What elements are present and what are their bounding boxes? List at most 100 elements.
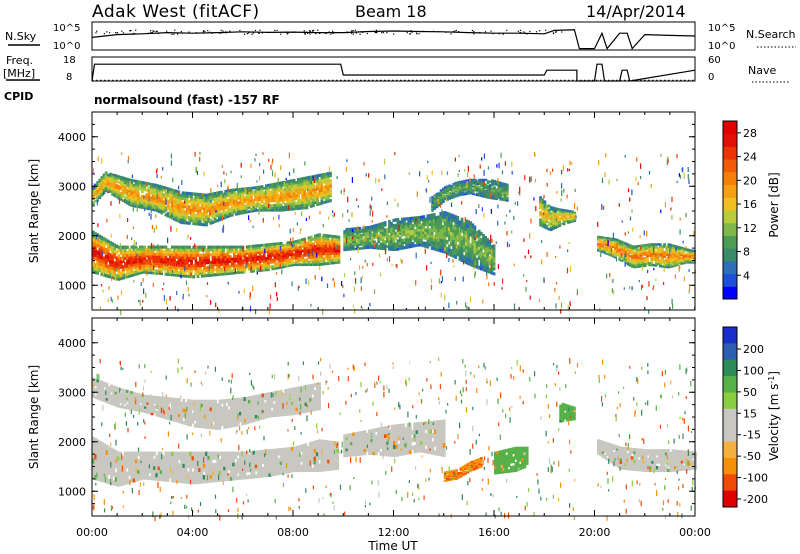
power-cell <box>497 190 501 193</box>
power-cell <box>379 222 383 226</box>
power-cell <box>265 184 268 188</box>
power-cell <box>228 255 232 259</box>
power-speckle <box>263 169 265 174</box>
power-cell <box>445 222 449 227</box>
power-cell <box>207 273 211 277</box>
power-cell <box>139 271 142 275</box>
power-cell <box>499 183 503 186</box>
power-cell <box>94 249 97 254</box>
power-cell <box>320 259 324 264</box>
power-cell <box>562 218 566 221</box>
power-speckle <box>612 290 615 295</box>
power-cell <box>426 228 430 232</box>
power-cell <box>164 245 168 249</box>
power-cell <box>294 254 298 258</box>
power-cell <box>428 231 432 235</box>
power-cell <box>456 194 460 197</box>
power-speckle <box>543 195 545 198</box>
power-speckle <box>469 177 471 182</box>
power-cell <box>224 215 228 219</box>
power-speckle <box>483 170 485 176</box>
power-cell <box>147 186 151 190</box>
power-cell <box>239 266 243 270</box>
power-cell <box>492 254 496 258</box>
power-cell <box>467 231 470 236</box>
power-cell <box>183 196 187 201</box>
power-cell <box>322 188 326 192</box>
power-cell <box>324 257 328 261</box>
power-cell <box>141 247 144 251</box>
power-cell <box>256 262 260 266</box>
power-cell <box>450 189 454 192</box>
power-cell <box>661 259 664 262</box>
power-cell <box>609 251 613 254</box>
power-cell <box>92 202 95 206</box>
power-cell <box>104 189 108 192</box>
power-cell <box>269 185 273 189</box>
power-cell <box>271 247 275 251</box>
power-cell <box>279 181 283 185</box>
power-cell <box>279 193 283 197</box>
power-cell <box>469 232 473 237</box>
power-cell <box>324 177 328 181</box>
power-cell <box>303 251 307 255</box>
power-cell <box>250 195 253 198</box>
power-cell <box>428 237 432 241</box>
power-cell <box>549 218 553 221</box>
power-speckle <box>273 216 275 221</box>
power-cell <box>230 206 234 210</box>
power-cell <box>394 226 398 230</box>
power-cell <box>171 258 174 262</box>
power-cell <box>111 254 114 258</box>
power-cell <box>541 215 545 218</box>
power-cell <box>415 221 419 225</box>
power-cell <box>250 260 253 264</box>
power-cell <box>241 211 245 215</box>
power-cell <box>462 229 466 234</box>
power-cell <box>316 236 319 240</box>
power-cell <box>128 266 132 270</box>
power-cell <box>194 195 198 199</box>
power-cell <box>614 243 617 246</box>
power-cell <box>294 240 298 243</box>
power-cell <box>245 202 249 205</box>
power-cell <box>499 192 503 195</box>
power-cell <box>269 261 273 264</box>
power-cell <box>141 183 144 187</box>
power-cell <box>428 214 432 218</box>
power-cell <box>331 251 334 255</box>
power-cell <box>471 234 475 239</box>
power-cell <box>652 252 656 256</box>
power-cell <box>128 256 132 260</box>
nsky-point <box>181 32 184 34</box>
power-cell <box>667 243 671 246</box>
power-cell <box>435 194 439 196</box>
power-cell <box>460 239 464 244</box>
nsky-point <box>188 31 190 33</box>
power-cell <box>177 206 181 210</box>
power-speckle <box>174 306 176 311</box>
nsky-point <box>209 31 211 33</box>
power-cell <box>237 254 240 258</box>
power-cell <box>132 186 136 190</box>
power-cell <box>307 246 311 250</box>
power-cell <box>309 260 313 264</box>
power-cell <box>618 239 622 243</box>
power-cell <box>371 242 374 246</box>
power-cell <box>326 194 330 198</box>
power-cell <box>198 222 202 226</box>
power-cell <box>119 273 123 278</box>
power-cell <box>273 267 277 270</box>
power-cell <box>194 251 198 255</box>
power-cell <box>250 197 253 200</box>
power-cell <box>111 257 114 261</box>
power-cell <box>322 173 326 177</box>
power-cell <box>409 242 413 246</box>
power-cell <box>503 187 507 190</box>
power-cell <box>149 207 153 211</box>
power-cell <box>383 235 387 239</box>
power-cell <box>371 246 374 249</box>
power-cell <box>422 241 426 245</box>
power-cell <box>284 256 287 260</box>
power-cell <box>104 178 108 181</box>
